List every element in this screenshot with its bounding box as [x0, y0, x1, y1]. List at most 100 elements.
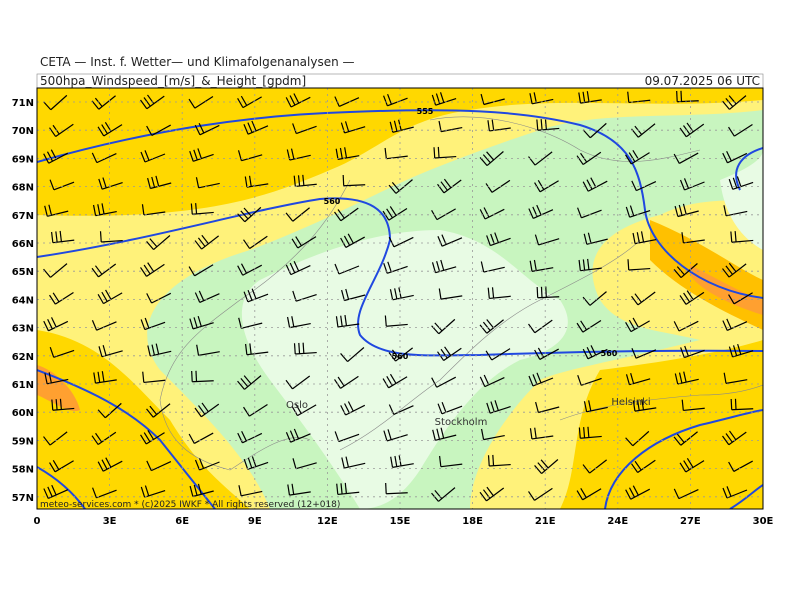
barb-shaft [636, 181, 657, 192]
barb-feather [533, 259, 537, 271]
barb-feather [237, 380, 245, 390]
barb-shaft [249, 235, 268, 250]
barb-feather [240, 210, 249, 220]
barb-shaft [96, 153, 117, 164]
wind-barb [194, 402, 220, 418]
barb-shaft [387, 265, 408, 274]
barb-shaft [483, 434, 505, 441]
barb-feather [590, 345, 597, 356]
barb-feather [628, 152, 636, 163]
city-label: Oslo [286, 400, 308, 411]
barb-shaft [247, 461, 269, 470]
barb-feather [44, 205, 48, 217]
wind-barb [722, 150, 748, 164]
wind-barb [190, 203, 214, 215]
wind-barb [534, 180, 559, 193]
barb-feather [91, 267, 99, 278]
barb-feather [483, 374, 490, 386]
barb-feather [533, 92, 537, 104]
barb-feather [151, 344, 155, 356]
barb-feather [240, 377, 249, 388]
barb-feather [340, 315, 343, 327]
barb-feather [241, 430, 247, 442]
wind-barb [49, 346, 75, 358]
barb-feather [722, 320, 728, 331]
barb-feather [248, 175, 252, 187]
wind-barb [92, 203, 117, 217]
barb-shaft [338, 433, 360, 443]
wind-barb [722, 262, 747, 278]
barb-feather [487, 455, 490, 467]
wind-barb [293, 342, 317, 355]
wind-barb [431, 487, 456, 502]
barb-shaft [48, 152, 69, 164]
wind-barb [487, 119, 511, 132]
barb-shaft [685, 291, 705, 305]
barb-feather [437, 146, 440, 158]
barb-shaft [340, 375, 359, 389]
barb-shaft [635, 349, 657, 359]
barb-feather [673, 321, 680, 332]
barb-feather [441, 401, 447, 413]
barb-shaft [337, 323, 360, 328]
wind-barb [140, 150, 166, 163]
barb-shaft [50, 94, 68, 111]
barb-feather [189, 485, 194, 497]
barb-shaft [50, 263, 68, 278]
barb-feather [726, 318, 732, 329]
barb-shaft [103, 124, 123, 137]
barb-shaft [192, 490, 214, 498]
barb-feather [586, 179, 593, 190]
barb-feather [625, 321, 632, 332]
barb-feather [243, 207, 252, 217]
barb-shaft [630, 320, 650, 333]
barb-feather [436, 261, 441, 272]
barb-feather [292, 458, 297, 469]
wind-barb [285, 375, 311, 390]
barb-feather [728, 346, 734, 358]
barb-shaft [392, 126, 414, 133]
barb-feather [389, 373, 397, 384]
calm-zone-east [720, 150, 763, 250]
barb-feather [479, 491, 487, 502]
barb-feather [302, 342, 305, 354]
barb-shaft [395, 347, 414, 362]
barb-feather [195, 177, 200, 188]
barb-feather [334, 431, 340, 442]
barb-feather [140, 319, 146, 330]
barb-feather [537, 180, 545, 190]
barb-feather [193, 149, 198, 161]
barb-shaft [489, 295, 511, 300]
wind-barb [244, 343, 269, 356]
barb-shaft [637, 123, 656, 138]
barb-shaft [734, 124, 753, 137]
barb-feather [732, 345, 738, 356]
barb-feather [198, 458, 205, 469]
barb-feather [676, 266, 685, 276]
barb-shaft [242, 264, 263, 276]
barb-feather [189, 318, 194, 330]
barb-feather [587, 258, 590, 270]
barb-shaft [194, 432, 214, 444]
barb-feather [382, 378, 390, 389]
lon-label: 12E [317, 516, 338, 527]
barb-feather [293, 175, 296, 187]
wind-barb [146, 124, 171, 136]
barb-feather [728, 126, 735, 137]
wind-barb [142, 371, 166, 384]
barb-feather [632, 232, 636, 244]
barb-feather [434, 489, 443, 500]
barb-shaft [680, 431, 698, 446]
barb-shaft [297, 236, 317, 249]
barb-shaft [637, 291, 656, 306]
barb-feather [629, 205, 635, 217]
barb-feather [394, 288, 398, 300]
barb-feather [722, 268, 730, 278]
barb-feather [540, 286, 543, 298]
barb-shaft [95, 210, 117, 217]
wind-barb [335, 147, 360, 160]
barb-feather [631, 180, 637, 191]
barb-shaft [589, 291, 607, 306]
barb-feather [683, 460, 690, 471]
barb-feather [528, 156, 536, 166]
